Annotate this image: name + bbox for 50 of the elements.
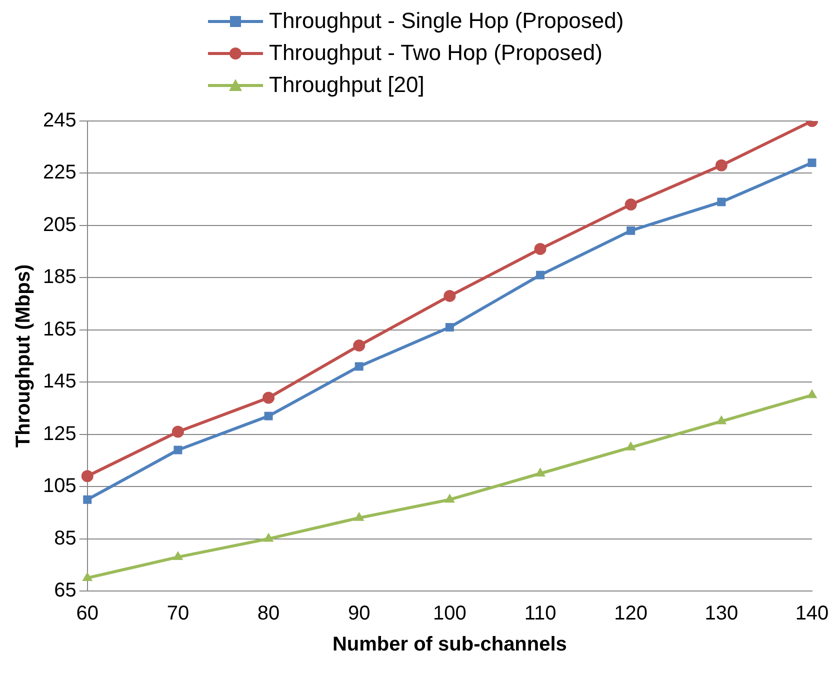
x-tick-label: 70 [166,602,190,625]
y-tick-label: 145 [42,370,76,393]
point [353,340,366,352]
point [264,412,273,420]
point [715,159,728,172]
point [535,468,546,476]
point [536,270,545,280]
point [717,198,726,206]
x-tick-label: 110 [524,602,556,625]
point [174,446,182,454]
point [445,323,454,332]
x-tick-label: 60 [76,602,98,625]
point [534,242,546,255]
point [624,198,637,211]
legend-label: Throughput - Single Hop (Proposed) [269,8,624,34]
y-tick-label: 225 [42,162,76,184]
x-tick-label: 100 [432,602,466,625]
point [626,226,636,235]
y-tick-label: 165 [42,318,76,340]
point [82,572,93,581]
x-tick-label: 130 [704,602,738,625]
point [808,158,816,168]
point [263,532,274,542]
point [444,494,455,503]
x-axis-title: Number of sub-channels [332,634,567,656]
point [626,441,636,450]
point [806,389,818,398]
point [172,426,184,438]
y-axis-title: Throughput (Mbps) [12,264,35,448]
x-tick-label: 120 [614,602,648,625]
point [354,362,364,371]
x-tick-label: 80 [257,602,280,625]
point [81,470,94,482]
point [716,415,727,424]
point [172,551,184,560]
y-tick-label: 205 [42,214,76,236]
point [444,290,456,302]
y-tick-label: 85 [54,527,76,550]
y-tick-label: 65 [54,580,76,602]
x-tick-label: 140 [795,602,829,625]
y-tick-label: 185 [42,266,76,288]
y-tick-label: 245 [42,110,76,132]
point [83,495,92,504]
legend-label: Throughput [20] [269,72,424,98]
y-tick-label: 125 [42,422,76,445]
legend-label: Throughput - Two Hop (Proposed) [269,40,602,66]
point [262,392,275,404]
y-tick-label: 105 [42,475,76,498]
x-tick-label: 90 [348,602,370,625]
point [354,512,364,521]
